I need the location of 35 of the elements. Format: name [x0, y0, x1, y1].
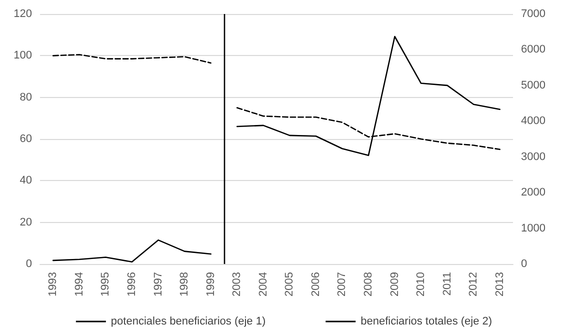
- y2-tick-label: 4000: [521, 115, 546, 128]
- y-tick-label: 40: [20, 174, 32, 187]
- legend-label: beneficiarios totales (eje 2): [360, 316, 492, 328]
- y-tick-label: 20: [20, 216, 32, 228]
- y2-tick-label: 0: [521, 258, 528, 270]
- x-tick-label: 1995: [100, 272, 112, 296]
- y2-tick-label: 1000: [521, 222, 546, 234]
- x-tick-label: 2013: [494, 272, 506, 296]
- x-tick-label: 2010: [415, 272, 428, 296]
- y2-tick-label: 5000: [521, 79, 546, 92]
- x-tick-label: 2007: [336, 272, 348, 296]
- x-tick-label: 1998: [178, 272, 191, 296]
- y-tick-label: 0: [26, 258, 32, 270]
- y-tick-label: 60: [20, 133, 32, 145]
- x-tick-label: 1997: [152, 272, 164, 296]
- x-tick-label: 2012: [468, 272, 480, 296]
- x-tick-label: 2003: [231, 272, 244, 296]
- x-tick-label: 2004: [257, 272, 270, 296]
- x-tick-label: 2005: [284, 272, 296, 296]
- x-tick-label: 1993: [47, 272, 60, 296]
- y2-tick-label: 3000: [521, 150, 546, 163]
- x-tick-label: 2008: [362, 272, 374, 296]
- legend-label: potenciales beneficiarios (eje 1): [110, 316, 266, 328]
- x-tick-label: 2009: [388, 272, 401, 296]
- y2-tick-label: 6000: [521, 44, 546, 56]
- y-tick-label: 120: [14, 8, 32, 20]
- x-tick-label: 1994: [73, 272, 86, 296]
- y2-tick-label: 2000: [521, 186, 546, 199]
- y-tick-label: 100: [14, 50, 32, 62]
- x-tick-label: 2011: [441, 272, 454, 296]
- x-tick-label: 1999: [204, 272, 217, 296]
- x-tick-label: 2006: [310, 272, 322, 296]
- x-tick-label: 1996: [126, 272, 138, 296]
- y-tick-label: 80: [20, 91, 32, 104]
- y2-tick-label: 7000: [521, 8, 546, 20]
